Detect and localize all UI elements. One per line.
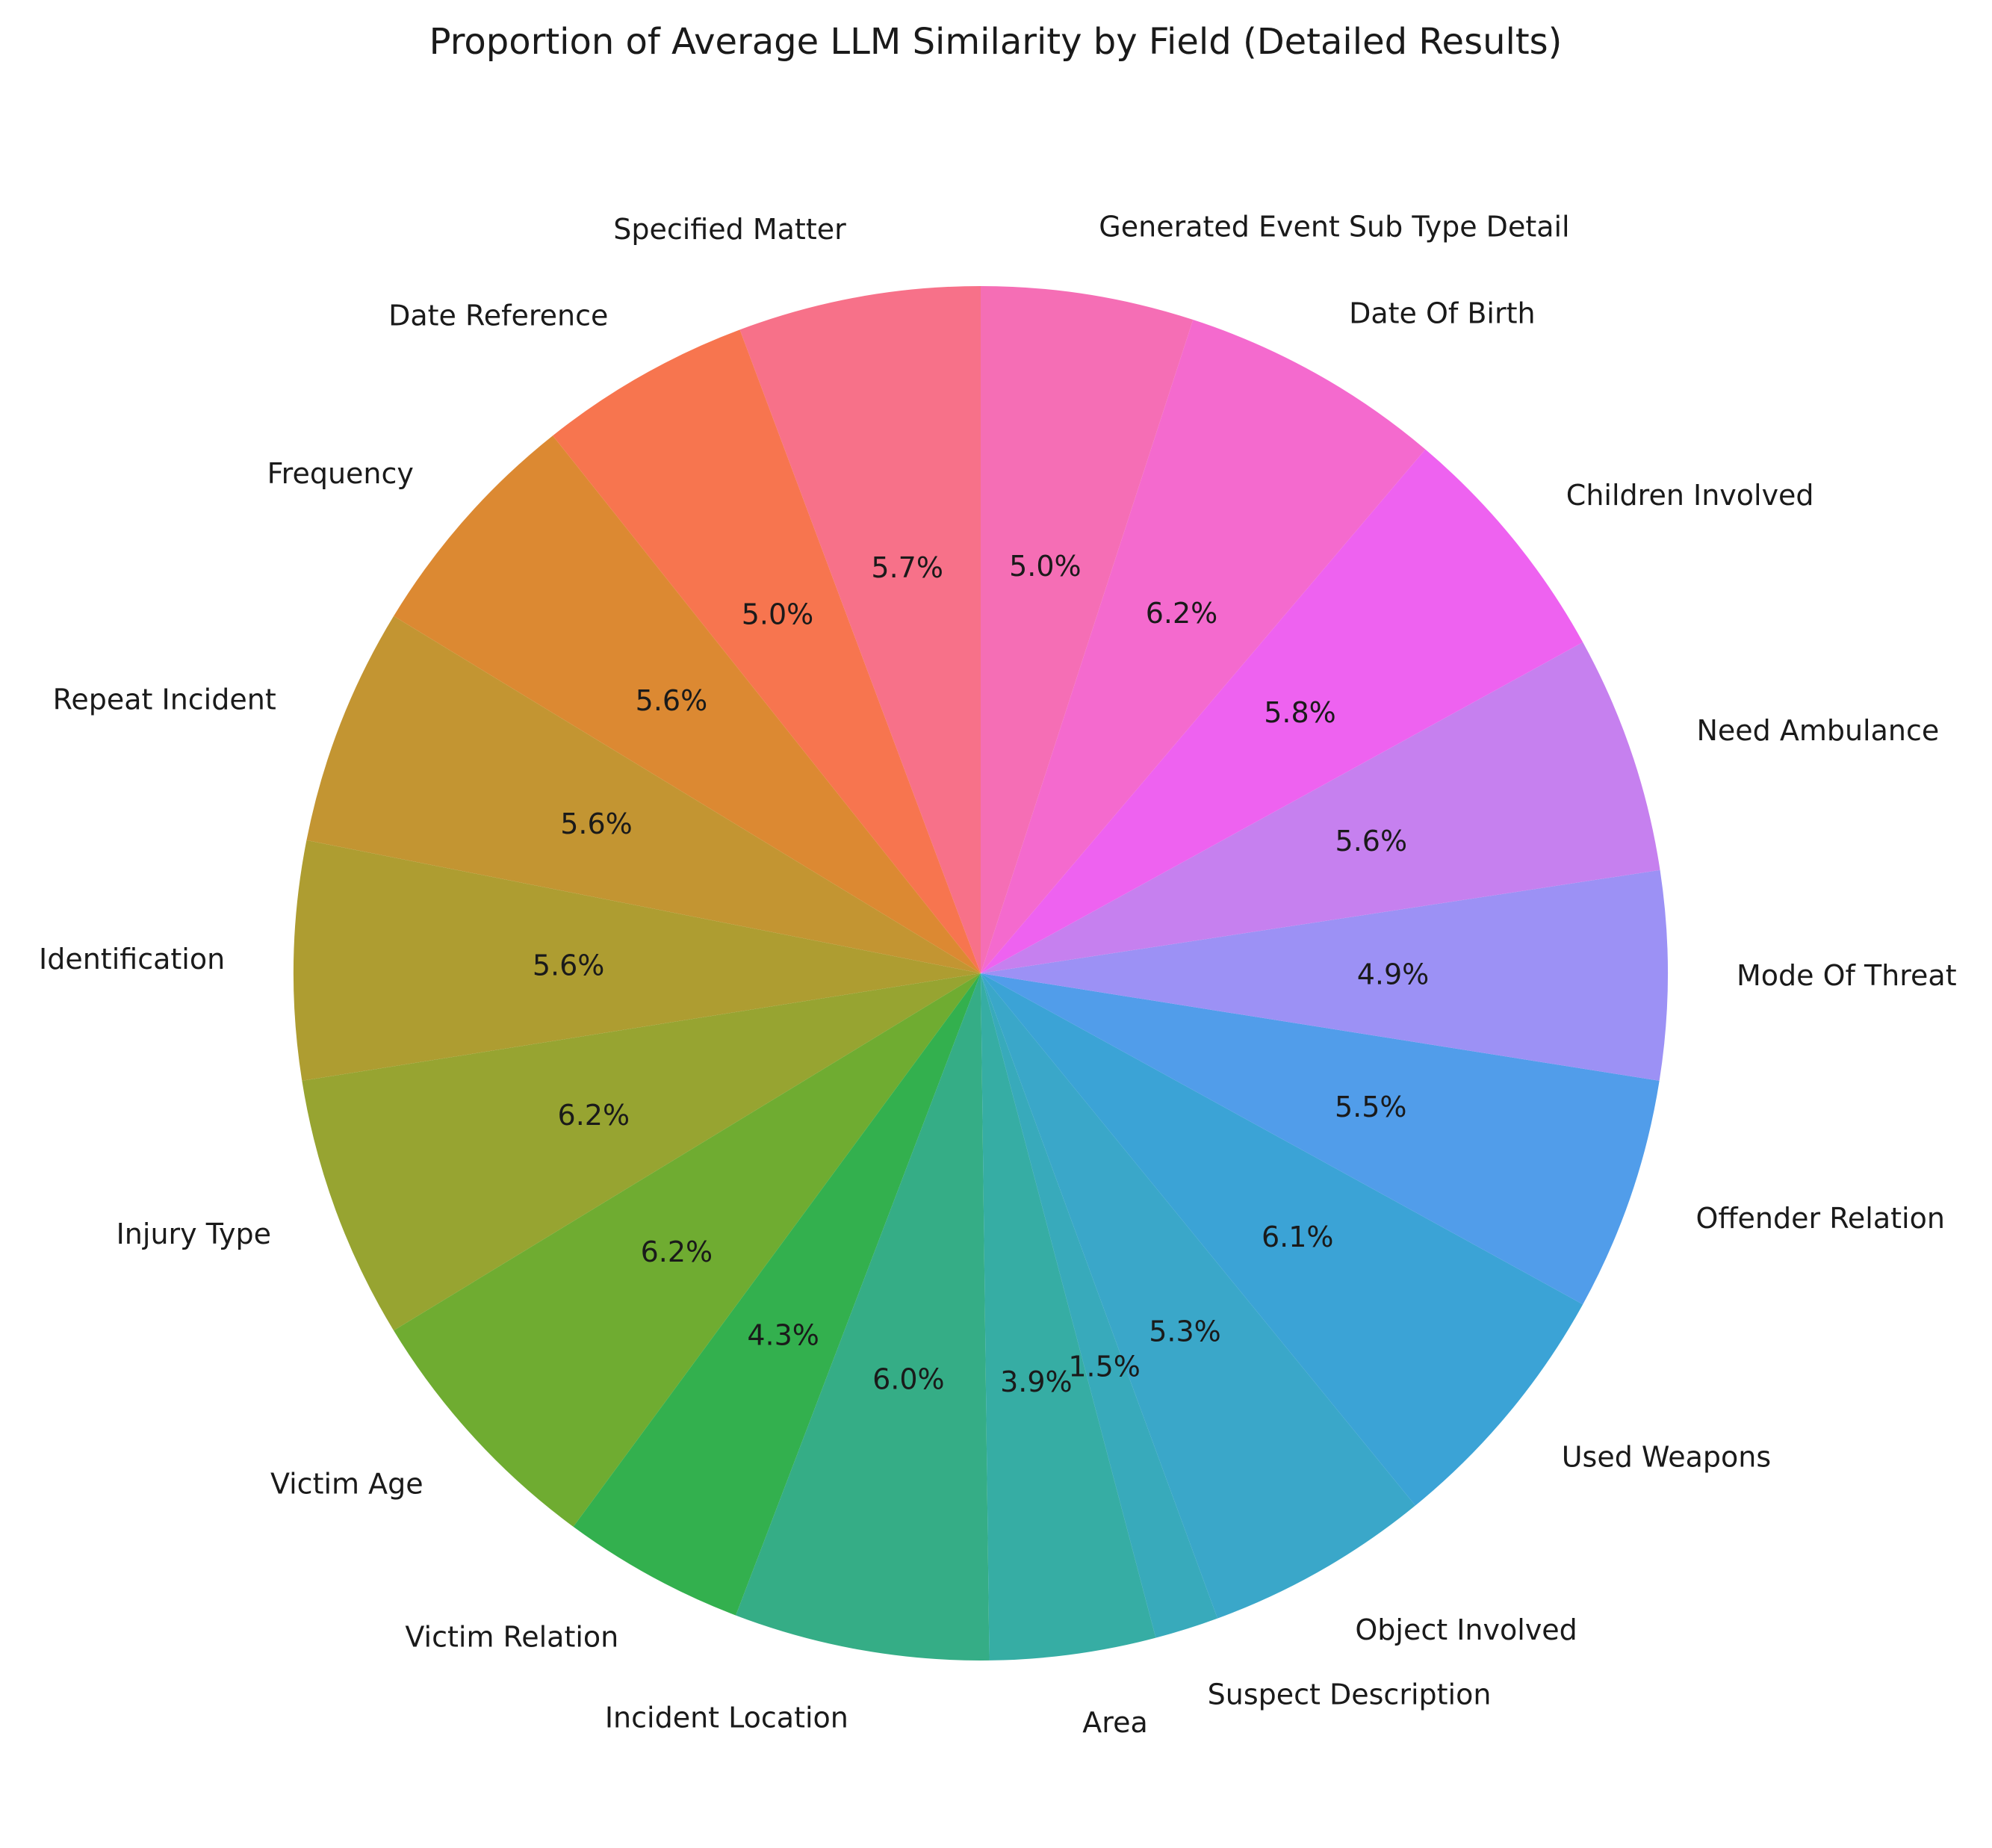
pie-slice-injury-type	[302, 973, 981, 1331]
percent-label-need-ambulance: 5.6%	[1335, 825, 1408, 858]
slice-label-children-involved: Children Involved	[1566, 479, 1814, 512]
slice-label-injury-type: Injury Type	[117, 1218, 271, 1250]
percent-label-incident-location: 6.0%	[872, 1362, 945, 1395]
percent-label-offender-relation: 5.5%	[1335, 1091, 1407, 1123]
pie-slice-victim-age	[394, 973, 981, 1527]
percent-label-suspect-description: 1.5%	[1068, 1351, 1141, 1383]
slice-label-used-weapons: Used Weapons	[1562, 1441, 1771, 1474]
pie-slice-victim-relation	[573, 973, 981, 1616]
pie-slice-used-weapons	[981, 973, 1583, 1506]
slice-label-mode-of-threat: Mode Of Threat	[1737, 959, 1957, 992]
chart-title: Proportion of Average LLM Similarity by …	[429, 21, 1563, 63]
slice-label-frequency: Frequency	[267, 457, 414, 490]
pie-slice-object-involved	[981, 973, 1415, 1619]
pie-slice-identification	[294, 840, 981, 1081]
percent-label-identification: 5.6%	[533, 949, 605, 982]
slice-label-need-ambulance: Need Ambulance	[1696, 714, 1939, 747]
percent-label-object-involved: 5.3%	[1149, 1315, 1221, 1348]
slice-label-date-reference: Date Reference	[388, 299, 608, 332]
slice-label-victim-age: Victim Age	[270, 1467, 423, 1500]
slice-label-incident-location: Incident Location	[605, 1701, 848, 1734]
pie-slice-mode-of-threat	[981, 869, 1668, 1081]
percent-label-used-weapons: 6.1%	[1262, 1221, 1334, 1253]
percent-label-generated-event-sub-type-detail: 5.0%	[1009, 550, 1082, 583]
percent-label-repeat-incident: 5.6%	[560, 807, 633, 840]
pie-slices	[294, 286, 1668, 1661]
slice-label-object-involved: Object Involved	[1355, 1613, 1577, 1646]
percent-labels: 5.7% 5.0% 5.6% 5.6% 5.6% 6.2% 6.2% 4.3% 6.0% 3.9%…	[533, 550, 1429, 1398]
pie-slice-specified-matter	[739, 286, 981, 973]
percent-label-area: 3.9%	[1000, 1365, 1073, 1398]
pie-slice-date-reference	[553, 329, 981, 973]
pie-slice-need-ambulance	[981, 642, 1660, 973]
percent-label-mode-of-threat: 4.9%	[1357, 958, 1430, 991]
pie-slice-offender-relation	[981, 973, 1660, 1305]
percent-label-specified-matter: 5.7%	[871, 551, 943, 584]
slice-label-area: Area	[1082, 1706, 1147, 1739]
slice-label-repeat-incident: Repeat Incident	[53, 683, 276, 716]
pie-slice-area	[981, 973, 1156, 1661]
percent-label-children-involved: 5.8%	[1264, 696, 1336, 729]
slice-label-specified-matter: Specified Matter	[613, 213, 846, 246]
percent-label-date-of-birth: 6.2%	[1146, 597, 1218, 630]
pie-slice-suspect-description	[981, 973, 1218, 1638]
percent-label-frequency: 5.6%	[636, 684, 708, 717]
percent-label-injury-type: 6.2%	[558, 1099, 630, 1132]
pie-slice-generated-event-sub-type-detail	[981, 286, 1194, 973]
pie-slice-repeat-incident	[306, 616, 981, 973]
slice-label-identification: Identification	[39, 943, 225, 976]
slice-label-suspect-description: Suspect Description	[1208, 1678, 1492, 1711]
pie-slice-frequency	[394, 435, 981, 973]
percent-label-victim-relation: 4.3%	[747, 1319, 819, 1352]
pie-slice-children-involved	[981, 449, 1583, 973]
slice-label-offender-relation: Offender Relation	[1695, 1202, 1944, 1235]
pie-slice-date-of-birth	[981, 320, 1426, 973]
percent-label-victim-age: 6.2%	[641, 1235, 713, 1268]
slice-label-victim-relation: Victim Relation	[405, 1620, 618, 1653]
slice-label-date-of-birth: Date Of Birth	[1349, 297, 1536, 329]
slice-label-generated-event-sub-type-detail: Generated Event Sub Type Detail	[1099, 210, 1569, 243]
pie-slice-incident-location	[736, 973, 990, 1661]
percent-label-date-reference: 5.0%	[742, 598, 814, 631]
slice-labels: Specified Matter Date Reference Frequency R…	[39, 210, 1957, 1738]
